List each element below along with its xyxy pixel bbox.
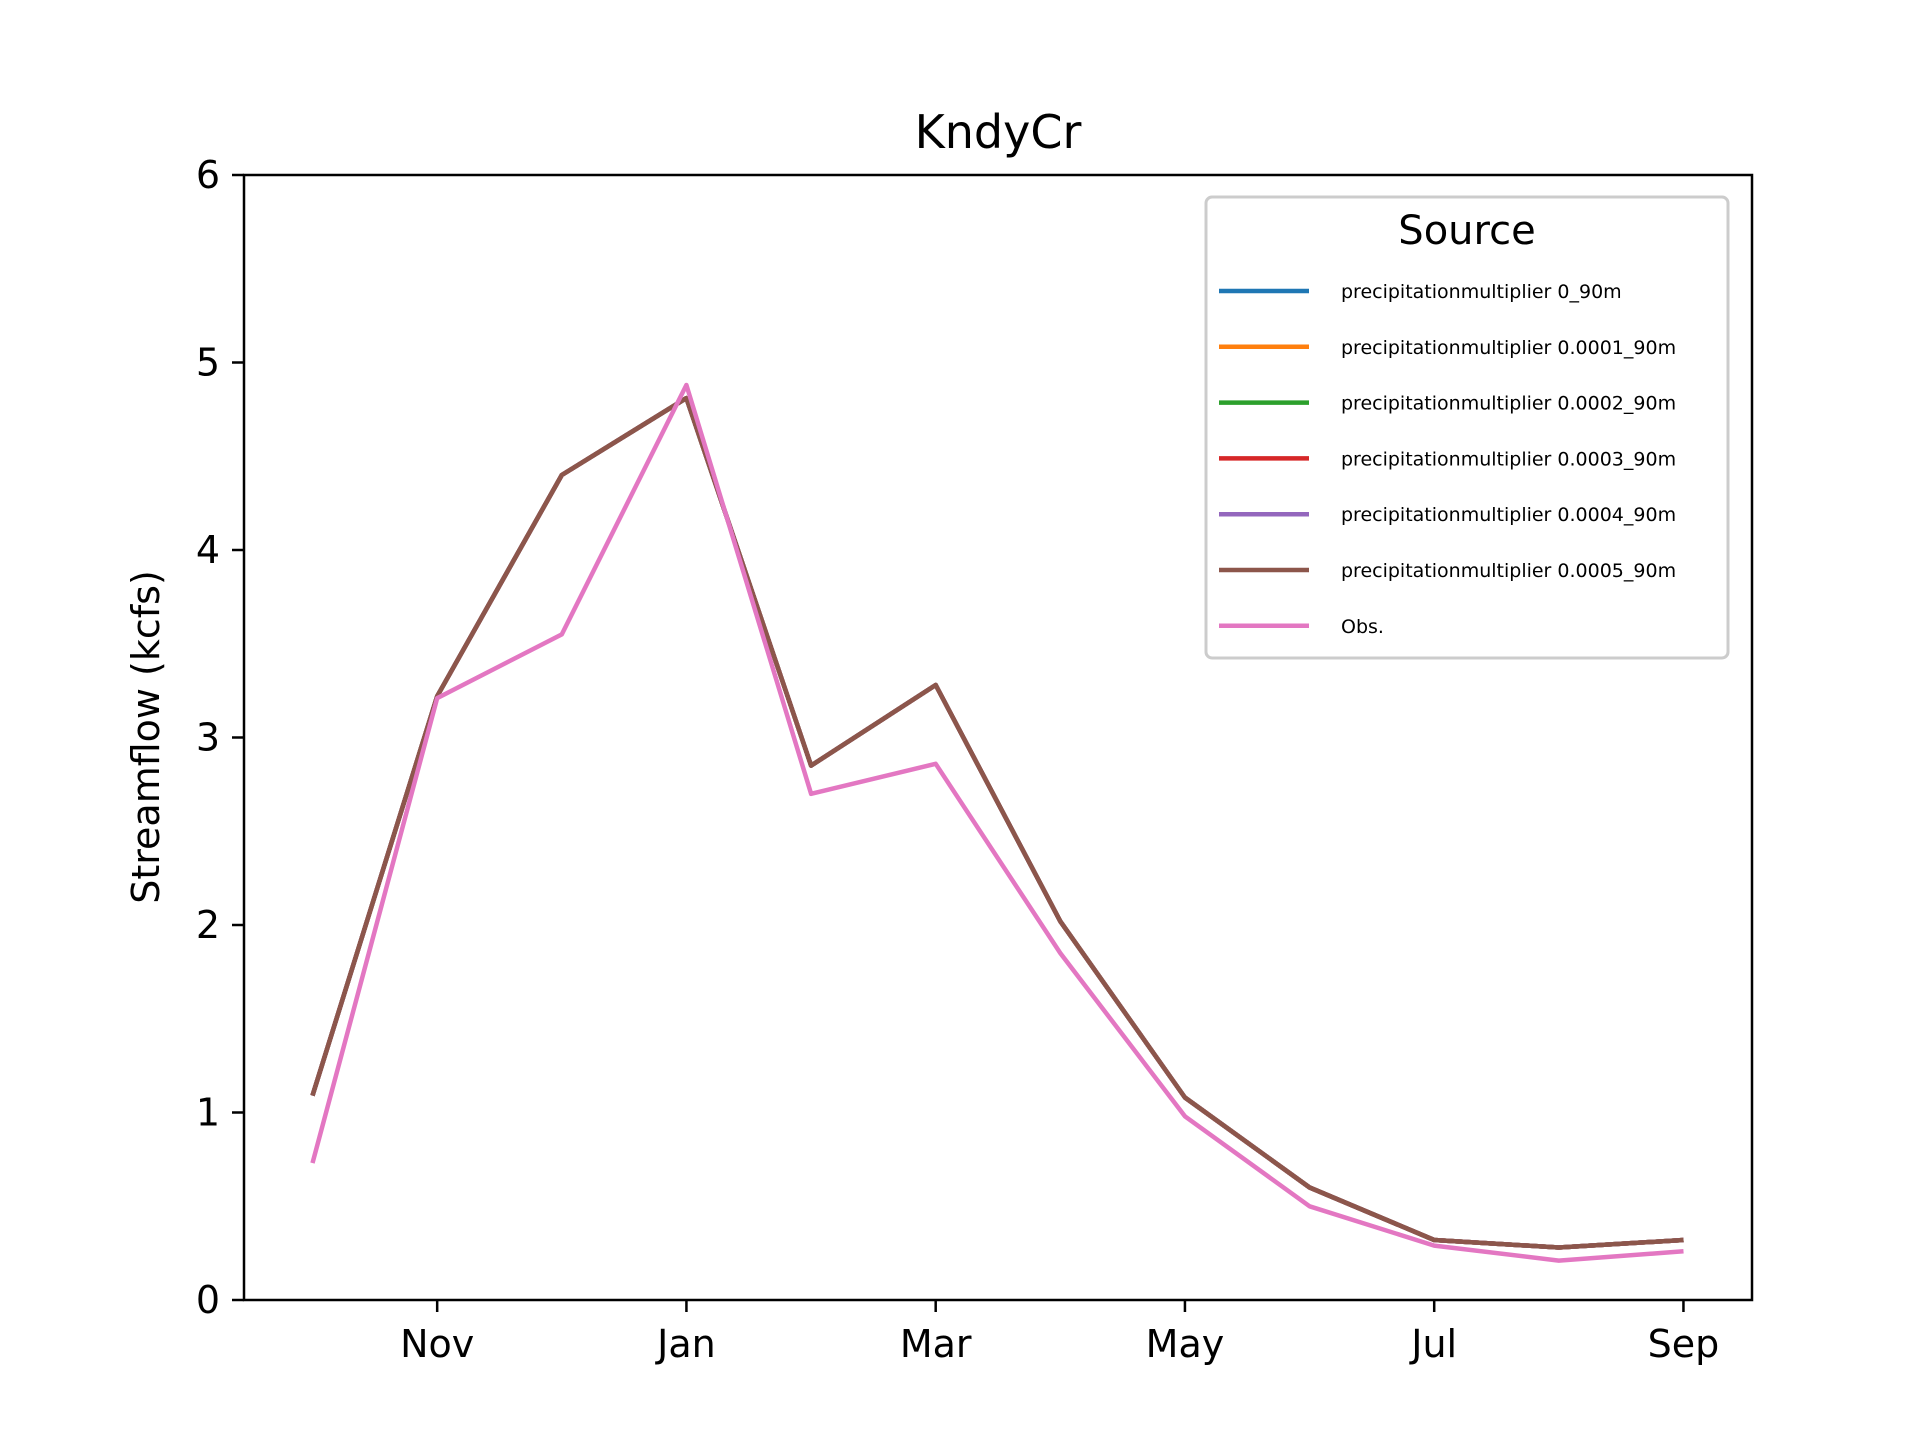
legend: Source precipitationmultiplier 0_90mprec… — [1204, 195, 1730, 660]
legend-label-1: precipitationmultiplier 0_90m — [1341, 281, 1622, 303]
x-tick-label: Jan — [655, 1322, 716, 1366]
y-axis: 0 1 2 3 4 5 6 — [196, 153, 244, 1322]
series-line-7 — [310, 382, 1684, 1263]
x-tick-label: Jul — [1409, 1322, 1457, 1366]
legend-label-2: precipitationmultiplier 0.0001_90m — [1341, 337, 1676, 359]
chart-title: KndyCr — [915, 105, 1082, 159]
y-tick-label: 6 — [196, 153, 220, 197]
legend-title: Source — [1398, 208, 1535, 254]
legend-frame — [1204, 195, 1730, 660]
legend-label-3: precipitationmultiplier 0.0002_90m — [1341, 393, 1676, 415]
y-tick-label: 1 — [196, 1091, 220, 1135]
y-tick-label: 5 — [196, 341, 220, 385]
y-tick-label: 2 — [196, 903, 220, 947]
x-tick-label: Mar — [900, 1322, 972, 1366]
legend-label-6: precipitationmultiplier 0.0005_90m — [1341, 560, 1676, 582]
legend-label-5: precipitationmultiplier 0.0004_90m — [1341, 504, 1676, 526]
legend-label-7: Obs. — [1341, 616, 1384, 638]
legend-label-4: precipitationmultiplier 0.0003_90m — [1341, 448, 1676, 470]
y-tick-label: 3 — [196, 716, 220, 760]
x-tick-label: Nov — [400, 1322, 474, 1366]
y-axis-label: Streamflow (kcfs) — [124, 570, 168, 904]
y-tick-label: 0 — [196, 1278, 220, 1322]
x-tick-label: Sep — [1648, 1322, 1720, 1366]
series-line-6 — [310, 395, 1684, 1250]
y-tick-label: 4 — [196, 528, 220, 572]
x-axis: Nov Jan Mar May Jul Sep — [400, 1300, 1719, 1366]
x-tick-label: May — [1146, 1322, 1225, 1366]
